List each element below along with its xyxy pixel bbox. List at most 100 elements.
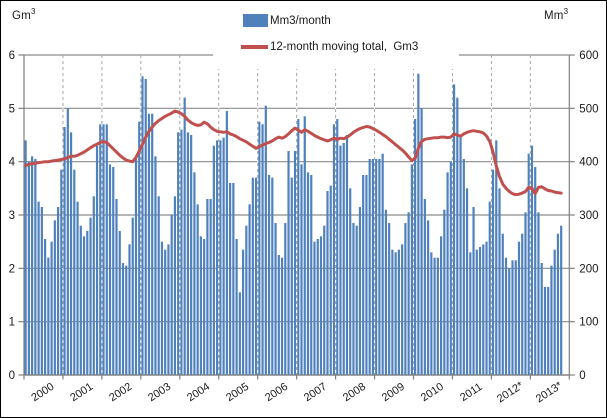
bar-month <box>86 231 89 375</box>
bar-month <box>180 129 183 375</box>
x-axis-year-label: 2003 <box>146 381 173 404</box>
bar-month <box>82 236 86 375</box>
bar-month <box>297 119 300 375</box>
bar-month <box>530 145 534 375</box>
bar-month <box>125 265 128 375</box>
right-axis-tick-label: 0 <box>579 370 585 382</box>
bar-month <box>524 212 527 375</box>
bar-month <box>365 175 368 375</box>
right-axis-tick-label: 400 <box>579 157 598 169</box>
bar-month <box>375 159 378 375</box>
right-axis-unit-label: Mm3 <box>544 7 569 22</box>
bar-month <box>209 199 212 375</box>
bar-month <box>352 223 355 375</box>
right-axis-tick-label: 300 <box>579 210 598 222</box>
bar-month <box>141 76 144 375</box>
bar-month <box>206 199 209 375</box>
bar-month <box>358 207 362 375</box>
bar-month <box>170 215 173 375</box>
left-axis-tick-label: 2 <box>9 263 15 275</box>
bar-month <box>501 233 504 375</box>
moving-total-line <box>24 109 563 197</box>
bar-month <box>371 159 375 375</box>
bar-month <box>53 220 56 375</box>
bar-month <box>118 231 121 375</box>
x-axis-year-label: 2008 <box>341 381 368 404</box>
bar-month <box>177 132 180 375</box>
bar-month <box>310 175 313 375</box>
bar-month <box>323 225 326 375</box>
left-axis-tick-label: 0 <box>9 370 15 382</box>
bar-month <box>24 140 27 375</box>
bar-month <box>401 244 404 375</box>
bar-month <box>102 124 105 375</box>
bar-month <box>423 199 426 375</box>
bar-month <box>50 241 53 375</box>
bar-month <box>99 124 102 375</box>
bar-month <box>550 265 553 375</box>
left-axis-tick-label: 1 <box>9 317 15 329</box>
right-axis-tick-label: 200 <box>579 263 598 275</box>
bar-month <box>95 145 99 375</box>
bar-month <box>199 236 202 375</box>
bar-month <box>27 161 30 375</box>
bar-month <box>251 177 254 375</box>
x-axis-year-label: 2009 <box>380 381 407 404</box>
bar-month <box>534 167 537 375</box>
bar-month <box>469 252 472 375</box>
bar-month <box>381 153 384 375</box>
bar-month <box>248 204 251 375</box>
bar-month <box>238 292 241 375</box>
bar-month <box>420 108 423 375</box>
bar-month <box>128 244 131 375</box>
bar-month <box>540 263 543 375</box>
bar-month <box>368 159 371 375</box>
bar-month <box>439 236 443 375</box>
bar-month <box>203 239 206 375</box>
bar-month <box>329 185 332 375</box>
bar-month <box>280 257 284 375</box>
bar-month <box>414 119 417 375</box>
bar-month <box>183 97 186 376</box>
bar-month <box>115 199 118 375</box>
bar-month <box>339 145 342 375</box>
bar-month <box>293 151 297 375</box>
x-axis-year-label: 2013* <box>534 379 565 405</box>
bar-month <box>394 252 397 375</box>
left-axis-tick-label: 6 <box>9 50 15 62</box>
bar-month <box>355 225 358 375</box>
bar-month <box>332 124 336 375</box>
bar-month <box>56 207 60 375</box>
x-axis-year-label: 2004 <box>185 381 212 404</box>
bar-month <box>452 84 456 375</box>
bar-month <box>478 247 482 375</box>
x-axis-year-label: 2010 <box>419 381 446 404</box>
bar-month <box>521 233 524 375</box>
right-axis-tick-label: 100 <box>579 317 598 329</box>
bar-month <box>300 164 303 375</box>
bar-month <box>508 268 511 375</box>
bar-month <box>264 105 267 376</box>
x-axis-year-label: 2006 <box>263 381 290 404</box>
bar-month <box>495 140 498 375</box>
bar-month <box>488 201 491 375</box>
bar-month <box>34 159 37 375</box>
bar-month <box>60 169 63 375</box>
bar-month <box>73 169 76 375</box>
bar-month <box>232 183 235 375</box>
left-axis-tick-label: 5 <box>9 103 15 115</box>
x-axis-year-label: 2007 <box>302 381 329 404</box>
x-axis-year-label: 2005 <box>224 381 251 404</box>
bar-month <box>391 249 394 375</box>
bar-month <box>404 223 407 375</box>
bar-month <box>303 116 306 375</box>
legend-bar-label: Mm3/month <box>270 14 331 27</box>
bar-month <box>362 175 365 375</box>
bar-month <box>151 113 154 376</box>
x-axis-year-label: 2001 <box>68 381 95 404</box>
bar-month <box>274 223 277 375</box>
bar-month <box>121 263 125 375</box>
bar-month <box>306 172 310 375</box>
